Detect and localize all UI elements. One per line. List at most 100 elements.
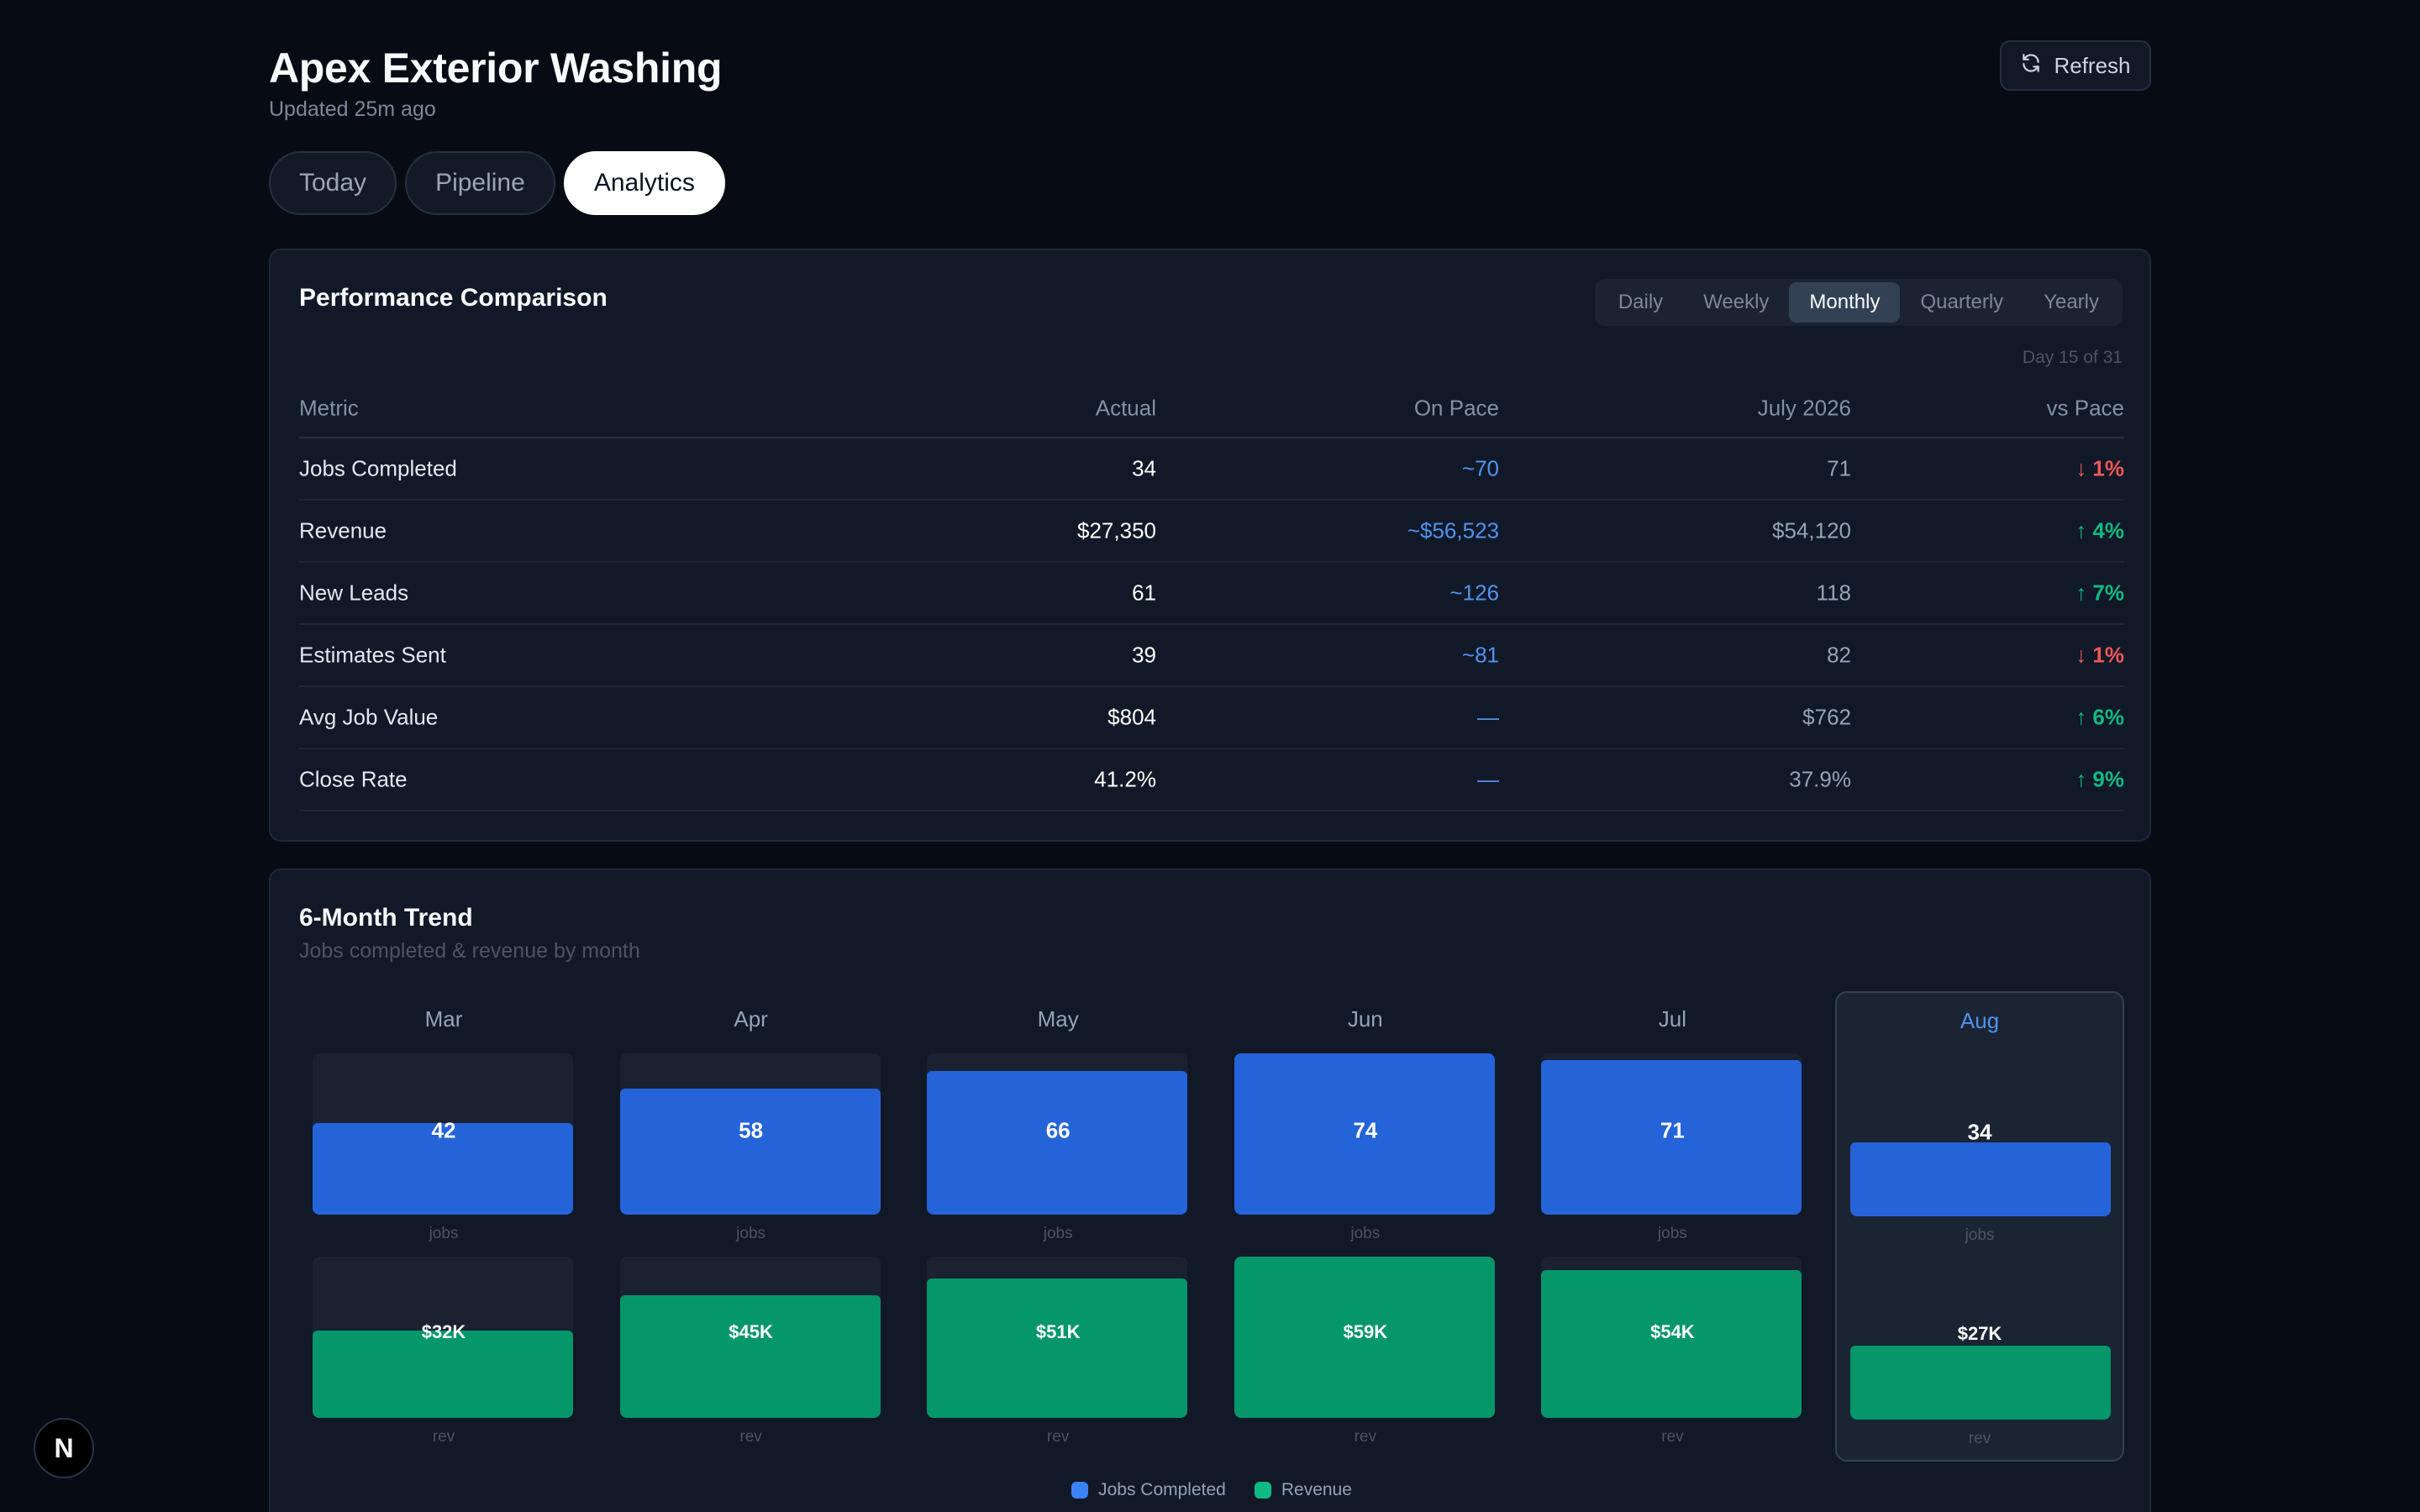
metric-on-pace: ~126 bbox=[1449, 580, 1499, 606]
metric-actual: $27,350 bbox=[1077, 517, 1156, 543]
month-column-jul: Jul 71 jobs $54K rev bbox=[1528, 991, 1817, 1462]
tab-today[interactable]: Today bbox=[269, 151, 397, 215]
revenue-unit-label: rev bbox=[1046, 1428, 1070, 1446]
col-on-pace: On Pace bbox=[1413, 395, 1499, 421]
day-progress-label: Day 15 of 31 bbox=[2022, 348, 2123, 367]
col-actual: Actual bbox=[1095, 395, 1156, 421]
updated-timestamp: Updated 25m ago bbox=[269, 97, 436, 121]
jobs-bar bbox=[1850, 1142, 2111, 1216]
refresh-label: Refresh bbox=[2054, 52, 2131, 78]
performance-table: Metric Actual On Pace July 2026 vs Pace … bbox=[299, 380, 2124, 811]
legend-jobs: Jobs Completed bbox=[1071, 1480, 1226, 1500]
jobs-bar bbox=[619, 1088, 881, 1215]
month-column-may: May 66 jobs $51K rev bbox=[913, 991, 1202, 1462]
month-label: Jun bbox=[1347, 1006, 1383, 1032]
jobs-unit-label: jobs bbox=[1657, 1225, 1687, 1242]
metric-on-pace: ~70 bbox=[1461, 455, 1499, 481]
month-column-mar: Mar 42 jobs $32K rev bbox=[299, 991, 588, 1462]
table-row: New Leads 61 ~126 118 ↑ 7% bbox=[299, 563, 2124, 625]
revenue-value-label: $45K bbox=[729, 1321, 773, 1342]
metric-vs-pace: ↑ 7% bbox=[2075, 580, 2124, 606]
metric-actual: $804 bbox=[1107, 704, 1156, 730]
refresh-button[interactable]: Refresh bbox=[2000, 40, 2151, 91]
refresh-icon bbox=[2020, 52, 2042, 80]
revenue-bar-track bbox=[619, 1257, 881, 1418]
metric-name: New Leads bbox=[299, 580, 409, 606]
jobs-bar-track bbox=[1850, 1055, 2111, 1216]
metric-actual: 61 bbox=[1132, 580, 1156, 606]
metric-prior: $54,120 bbox=[1772, 517, 1851, 543]
next-logo-badge[interactable]: N bbox=[34, 1418, 94, 1478]
performance-card: Performance Comparison Daily Weekly Mont… bbox=[269, 249, 2151, 842]
table-row: Revenue $27,350 ~$56,523 $54,120 ↑ 4% bbox=[299, 501, 2124, 563]
metric-prior: 82 bbox=[1827, 642, 1851, 668]
jobs-bar-track bbox=[927, 1053, 1188, 1215]
period-weekly[interactable]: Weekly bbox=[1703, 291, 1770, 313]
revenue-value-label: $54K bbox=[1650, 1321, 1695, 1342]
jobs-bar-track bbox=[1541, 1053, 1802, 1215]
legend-jobs-swatch bbox=[1071, 1482, 1089, 1499]
page-title: Apex Exterior Washing bbox=[269, 45, 723, 92]
trend-subtitle: Jobs completed & revenue by month bbox=[299, 939, 640, 963]
period-yearly[interactable]: Yearly bbox=[2044, 291, 2099, 313]
tab-analytics[interactable]: Analytics bbox=[563, 151, 725, 215]
jobs-unit-label: jobs bbox=[429, 1225, 459, 1242]
metric-name: Revenue bbox=[299, 517, 387, 543]
revenue-bar bbox=[1541, 1270, 1802, 1418]
period-quarterly[interactable]: Quarterly bbox=[1920, 291, 2004, 313]
jobs-value-label: 42 bbox=[431, 1117, 456, 1143]
legend-revenue-label: Revenue bbox=[1281, 1480, 1352, 1499]
col-prior-month: July 2026 bbox=[1757, 395, 1851, 421]
metric-on-pace: — bbox=[1477, 766, 1499, 792]
table-row: Jobs Completed 34 ~70 71 ↓ 1% bbox=[299, 438, 2124, 501]
jobs-bar bbox=[313, 1123, 573, 1215]
page-header: Apex Exterior Washing Updated 25m ago Re… bbox=[269, 0, 2151, 134]
col-metric: Metric bbox=[299, 395, 359, 421]
revenue-unit-label: rev bbox=[432, 1428, 455, 1446]
jobs-bar bbox=[1234, 1053, 1495, 1215]
month-label: Apr bbox=[734, 1006, 768, 1032]
metric-name: Jobs Completed bbox=[299, 455, 457, 481]
table-row: Estimates Sent 39 ~81 82 ↓ 1% bbox=[299, 625, 2124, 687]
revenue-bar bbox=[313, 1330, 573, 1418]
month-column-apr: Apr 58 jobs $45K rev bbox=[607, 991, 896, 1462]
col-vs-pace: vs Pace bbox=[2046, 395, 2125, 421]
revenue-bar bbox=[927, 1278, 1188, 1418]
legend-jobs-label: Jobs Completed bbox=[1098, 1480, 1226, 1499]
metric-vs-pace: ↓ 1% bbox=[2075, 642, 2124, 668]
metric-prior: 71 bbox=[1827, 455, 1851, 481]
next-logo-icon: N bbox=[54, 1432, 74, 1463]
metric-on-pace: ~$56,523 bbox=[1407, 517, 1499, 543]
metric-prior: 37.9% bbox=[1789, 766, 1851, 792]
metric-on-pace: ~81 bbox=[1461, 642, 1499, 668]
revenue-value-label: $27K bbox=[1957, 1323, 2002, 1344]
revenue-unit-label: rev bbox=[1661, 1428, 1684, 1446]
revenue-value-label: $51K bbox=[1035, 1321, 1081, 1342]
period-monthly[interactable]: Monthly bbox=[1789, 282, 1901, 323]
month-label: Mar bbox=[424, 1006, 463, 1032]
metric-actual: 34 bbox=[1132, 455, 1156, 481]
metric-vs-pace: ↑ 6% bbox=[2075, 704, 2124, 730]
jobs-value-label: 66 bbox=[1045, 1117, 1071, 1143]
revenue-value-label: $32K bbox=[421, 1321, 466, 1342]
jobs-unit-label: jobs bbox=[736, 1225, 766, 1242]
month-label: May bbox=[1037, 1006, 1079, 1032]
jobs-value-label: 34 bbox=[1967, 1119, 1992, 1145]
revenue-bar-track bbox=[1541, 1257, 1802, 1418]
revenue-bar-track bbox=[1850, 1258, 2111, 1420]
chart-legend: Jobs Completed Revenue bbox=[271, 1480, 2153, 1500]
metric-prior: 118 bbox=[1816, 580, 1851, 606]
revenue-bar-track bbox=[313, 1257, 573, 1418]
metric-name: Estimates Sent bbox=[299, 642, 446, 668]
table-row: Close Rate 41.2% — 37.9% ↑ 9% bbox=[299, 749, 2124, 811]
jobs-unit-label: jobs bbox=[1350, 1225, 1381, 1242]
jobs-bar-track bbox=[619, 1053, 881, 1215]
period-daily[interactable]: Daily bbox=[1618, 291, 1664, 313]
metric-vs-pace: ↑ 9% bbox=[2075, 766, 2124, 792]
revenue-bar bbox=[1850, 1346, 2111, 1420]
jobs-value-label: 74 bbox=[1353, 1117, 1378, 1143]
tab-pipeline[interactable]: Pipeline bbox=[405, 151, 555, 215]
metric-name: Close Rate bbox=[299, 766, 408, 792]
month-column-jun: Jun 74 jobs $59K rev bbox=[1221, 991, 1510, 1462]
metric-name: Avg Job Value bbox=[299, 704, 439, 730]
